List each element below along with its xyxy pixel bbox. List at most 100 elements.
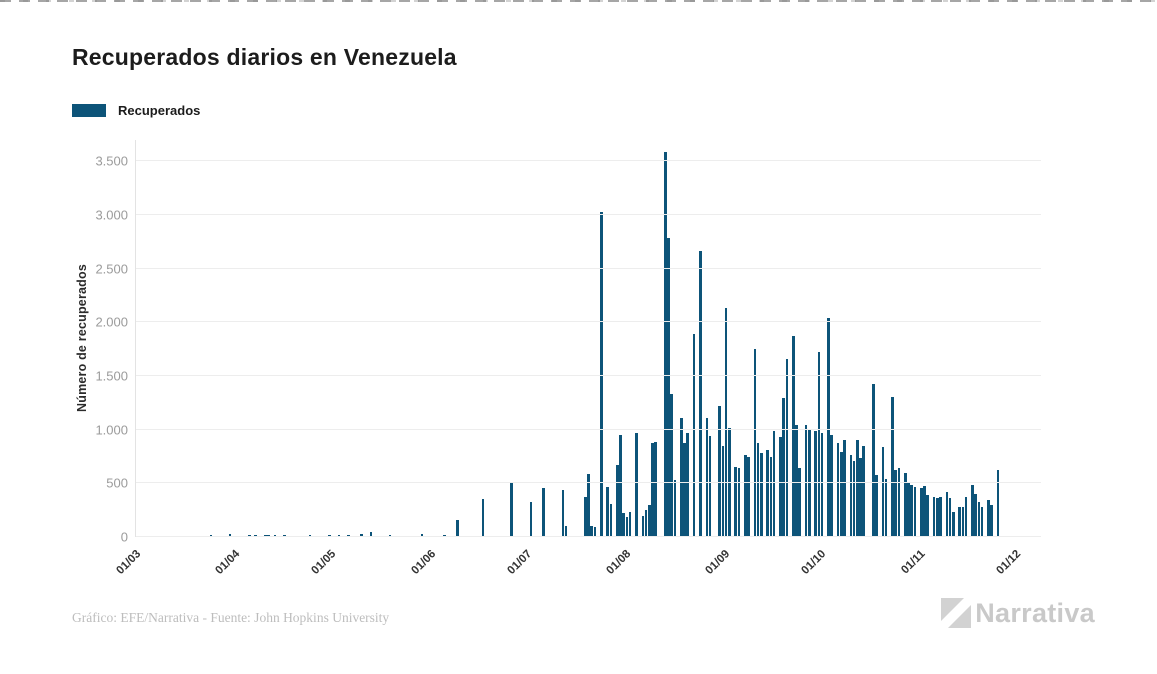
bar [849, 454, 853, 537]
bar [894, 469, 897, 537]
bar [872, 383, 875, 537]
bar [420, 534, 424, 537]
bar [772, 431, 776, 537]
bar [756, 443, 760, 537]
x-tick-label: 01/12 [994, 548, 1024, 577]
bar [907, 481, 910, 537]
bar [753, 349, 757, 537]
x-tick-label: 01/07 [505, 548, 534, 577]
x-tick-label: 01/10 [799, 548, 829, 577]
bar [564, 526, 568, 537]
gridline [136, 375, 1041, 377]
bar [747, 456, 750, 537]
bar [939, 496, 942, 537]
bar [923, 486, 926, 537]
bar [792, 335, 795, 537]
bar [542, 487, 545, 537]
bar [964, 496, 968, 537]
bar [593, 527, 597, 537]
bar [670, 394, 673, 537]
bar [926, 495, 929, 537]
bar [769, 456, 773, 537]
bar [267, 534, 270, 537]
gridline [136, 428, 1041, 430]
bar [990, 505, 993, 537]
bar [584, 496, 587, 537]
bar [881, 446, 885, 537]
bar [948, 498, 952, 537]
y-tick-label: 2.500 [95, 261, 128, 277]
bar [891, 396, 894, 537]
bar [996, 469, 1000, 537]
y-tick-label: 1.500 [95, 368, 128, 384]
x-tick-label: 01/04 [213, 548, 243, 577]
x-tick-label: 01/05 [309, 548, 339, 577]
bar [734, 466, 737, 537]
bar [587, 473, 590, 537]
bar [456, 519, 459, 537]
bar [254, 534, 257, 537]
bar [641, 515, 645, 537]
bar [961, 506, 965, 537]
bar [830, 434, 833, 537]
y-tick-label: 500 [106, 475, 128, 491]
bar [616, 465, 619, 537]
legend: Recuperados [72, 103, 200, 118]
bar [779, 436, 782, 537]
bar [622, 513, 625, 537]
legend-swatch [72, 104, 106, 117]
bar [836, 443, 840, 537]
bar [680, 417, 683, 537]
x-tick-label: 01/03 [114, 548, 144, 577]
bar [785, 359, 789, 537]
bar [945, 492, 949, 537]
y-tick-label: 2.000 [95, 314, 128, 330]
bar [840, 451, 843, 537]
bar [590, 526, 593, 537]
bar [600, 212, 603, 537]
bar [347, 534, 350, 537]
top-edge-artifact [0, 0, 1157, 2]
y-tick-label: 3.500 [95, 153, 128, 169]
narrativa-logo-text: Narrativa [975, 597, 1095, 628]
bar [795, 424, 798, 537]
bar [958, 506, 961, 537]
legend-label: Recuperados [118, 103, 201, 118]
bar [884, 478, 888, 537]
gridline [136, 536, 1041, 537]
y-tick-label: 3.000 [95, 207, 128, 223]
bar [644, 510, 648, 537]
bar [606, 486, 609, 537]
bar [737, 468, 741, 537]
gridline [136, 214, 1041, 216]
bar [971, 484, 974, 537]
bar [529, 501, 533, 537]
bar [920, 488, 923, 537]
bar [875, 474, 878, 537]
bar [328, 534, 331, 537]
x-tick-label: 01/08 [604, 548, 634, 577]
bar [369, 531, 373, 537]
bar [228, 534, 232, 537]
x-tick-label: 01/09 [703, 548, 733, 577]
bar [360, 534, 363, 537]
gridline [136, 267, 1041, 269]
x-axis-tick-labels: 01/03 01/04 01/05 01/06 01/07 01/08 01/09 01/10… [115, 548, 1040, 608]
bar [843, 439, 846, 537]
bar [561, 489, 565, 537]
bar [308, 534, 312, 537]
bar [705, 417, 709, 537]
narrativa-n-icon [941, 598, 972, 628]
gridline [136, 160, 1041, 162]
bar [686, 432, 689, 537]
narrativa-logo: Narrativa [940, 597, 1095, 629]
bar [683, 443, 686, 537]
chart-title: Recuperados diarios en Venezuela [72, 44, 457, 70]
bar [936, 498, 939, 537]
bar [664, 151, 667, 537]
bar [699, 250, 702, 537]
bar [859, 458, 862, 537]
bar [817, 352, 821, 537]
bar [609, 503, 613, 537]
